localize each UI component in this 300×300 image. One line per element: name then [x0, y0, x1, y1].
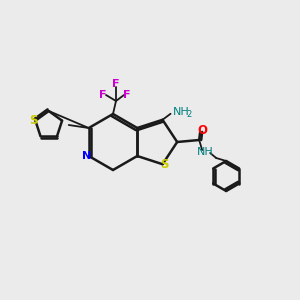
Text: F: F: [112, 79, 120, 89]
Text: NH: NH: [197, 147, 214, 157]
Text: NH: NH: [172, 107, 189, 117]
Text: 2: 2: [187, 110, 192, 119]
Text: N: N: [82, 151, 92, 161]
Text: F: F: [99, 90, 107, 100]
Text: O: O: [197, 124, 207, 136]
Text: S: S: [29, 114, 38, 127]
Text: F: F: [123, 90, 131, 100]
Text: S: S: [160, 158, 169, 171]
